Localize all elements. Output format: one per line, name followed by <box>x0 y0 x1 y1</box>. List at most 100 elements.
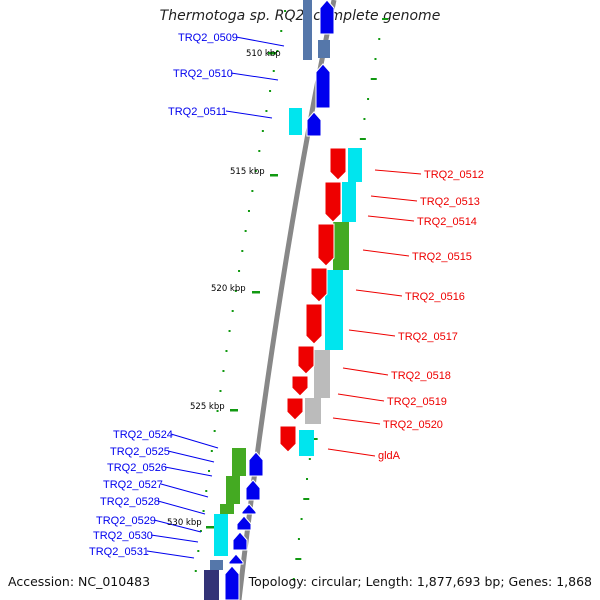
inner-tick <box>231 310 234 312</box>
inner-tick <box>280 30 283 32</box>
gene-label-trq2-0509[interactable]: TRQ2_0509 <box>178 32 238 44</box>
outer-tick <box>378 38 381 40</box>
inner-tick <box>247 210 250 212</box>
gene-label-trq2-0510[interactable]: TRQ2_0510 <box>173 68 233 80</box>
inner-tick <box>225 350 228 352</box>
inner-tick <box>254 170 257 172</box>
gene-label-trq2-0527[interactable]: TRQ2_0527 <box>103 479 163 491</box>
inner-tick <box>272 70 275 72</box>
gene-arrow-minus <box>324 181 342 223</box>
genome-summary-text: Topology: circular; Length: 1,877,693 bp… <box>248 574 592 589</box>
gene-label-trq2-0518[interactable]: TRQ2_0518 <box>391 370 451 382</box>
inner-tick <box>213 430 216 432</box>
outer-tick <box>370 78 377 80</box>
inner-tick <box>222 370 225 372</box>
gene-arrow-plus <box>241 503 257 515</box>
inner-tick <box>202 510 205 512</box>
leader-line <box>146 550 195 559</box>
gene-arrow-plus <box>319 0 335 35</box>
leader-line <box>160 483 209 498</box>
gene-label-trq2-0531[interactable]: TRQ2_0531 <box>89 546 149 558</box>
outer-tick <box>297 538 300 540</box>
gene-label-trq2-0513[interactable]: TRQ2_0513 <box>420 196 480 208</box>
gene-label-trq2-0528[interactable]: TRQ2_0528 <box>100 496 160 508</box>
scale-label-530: 530 kbp <box>167 518 202 528</box>
outer-tick <box>295 558 302 560</box>
outer-tick <box>374 58 377 60</box>
outer-tick <box>308 458 311 460</box>
gene-label-trq2-0519[interactable]: TRQ2_0519 <box>387 396 447 408</box>
leader-line <box>362 249 410 257</box>
gene-label-trq2-0524[interactable]: TRQ2_0524 <box>113 429 173 441</box>
gene-label-trq2-0529[interactable]: TRQ2_0529 <box>96 515 156 527</box>
cog-block <box>333 222 349 270</box>
gene-label-glda[interactable]: gldA <box>378 450 401 462</box>
scale-label-515: 515 kbp <box>230 167 265 177</box>
cog-block <box>342 182 356 222</box>
leader-line <box>342 367 389 376</box>
outer-tick <box>300 518 303 520</box>
leader-line <box>332 417 381 425</box>
inner-tick <box>269 90 272 92</box>
inner-tick <box>210 450 213 452</box>
map-title: Thermotoga sp. RQ2, complete genome <box>159 8 441 24</box>
gene-label-trq2-0525[interactable]: TRQ2_0525 <box>110 446 170 458</box>
leader-line <box>327 448 376 457</box>
cog-block <box>299 430 314 456</box>
cog-block <box>220 504 234 514</box>
inner-tick <box>261 130 264 132</box>
cog-block <box>204 570 219 600</box>
inner-tick <box>197 550 200 552</box>
gene-arrow-minus <box>297 345 315 375</box>
scale-label-520: 520 kbp <box>211 284 246 294</box>
gene-arrow-plus <box>245 479 261 501</box>
leader-line <box>150 534 199 543</box>
leader-line <box>367 215 415 222</box>
cog-block <box>289 108 302 135</box>
gene-arrow-minus <box>286 397 304 421</box>
gene-arrow-minus <box>305 303 323 345</box>
accession-text: Accession: NC_010483 <box>8 574 151 589</box>
cog-block <box>232 448 246 476</box>
gene-label-trq2-0520[interactable]: TRQ2_0520 <box>383 419 443 431</box>
inner-tick <box>194 570 197 572</box>
gene-arrow-plus <box>306 111 322 137</box>
gene-label-trq2-0514[interactable]: TRQ2_0514 <box>417 216 477 228</box>
major-tick <box>270 174 278 177</box>
cog-block <box>314 350 330 398</box>
inner-tick <box>228 330 231 332</box>
gene-label-trq2-0526[interactable]: TRQ2_0526 <box>107 462 167 474</box>
gene-arrows <box>224 0 347 600</box>
gene-arrow-plus <box>315 63 331 109</box>
gene-label-trq2-0515[interactable]: TRQ2_0515 <box>412 251 472 263</box>
outer-tick <box>303 498 310 500</box>
inner-tick <box>276 50 279 52</box>
scale-label-525: 525 kbp <box>190 402 225 412</box>
leader-line <box>157 500 206 515</box>
major-tick <box>252 291 260 294</box>
outer-tick <box>311 438 318 440</box>
leader-line <box>355 289 403 297</box>
gene-label-trq2-0511[interactable]: TRQ2_0511 <box>168 106 227 118</box>
inner-tick <box>205 490 208 492</box>
scale-ticks <box>194 10 389 580</box>
gene-label-trq2-0530[interactable]: TRQ2_0530 <box>93 530 153 542</box>
inner-tick <box>208 470 211 472</box>
gene-arrow-plus <box>228 553 244 565</box>
inner-tick <box>244 230 247 232</box>
leader-line <box>167 450 215 463</box>
leader-line <box>170 433 219 449</box>
gene-label-trq2-0517[interactable]: TRQ2_0517 <box>398 331 458 343</box>
inner-tick <box>219 390 222 392</box>
inner-tick <box>216 410 219 412</box>
cog-block <box>303 0 312 60</box>
leader-line <box>370 195 418 202</box>
gene-arrow-plus <box>248 451 264 477</box>
outer-tick <box>292 578 295 580</box>
gene-label-trq2-0512[interactable]: TRQ2_0512 <box>424 169 484 181</box>
gene-arrow-plus <box>232 531 248 551</box>
cog-block <box>210 560 223 570</box>
cog-block <box>325 270 343 350</box>
gene-label-trq2-0516[interactable]: TRQ2_0516 <box>405 291 465 303</box>
